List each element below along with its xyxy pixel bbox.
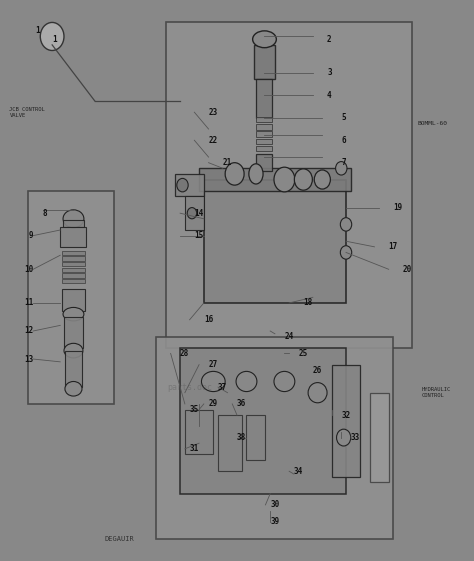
Ellipse shape	[64, 343, 83, 358]
Text: 6: 6	[341, 136, 346, 145]
Bar	[180, 348, 346, 494]
Bar	[62, 262, 85, 266]
Text: 31: 31	[190, 444, 199, 453]
Ellipse shape	[274, 167, 295, 192]
Text: 19: 19	[393, 203, 403, 212]
Text: HYDRAULIC
CONTROL: HYDRAULIC CONTROL	[422, 387, 451, 398]
Text: 30: 30	[270, 500, 280, 509]
Text: 17: 17	[389, 242, 398, 251]
Text: 23: 23	[209, 108, 218, 117]
Bar	[62, 256, 85, 261]
Text: 32: 32	[341, 411, 351, 420]
Text: 35: 35	[190, 405, 199, 414]
Ellipse shape	[340, 246, 352, 259]
Ellipse shape	[336, 162, 347, 175]
Ellipse shape	[337, 429, 351, 446]
Ellipse shape	[177, 178, 188, 192]
Ellipse shape	[63, 210, 84, 228]
Text: 5: 5	[341, 113, 346, 122]
Bar	[166, 22, 412, 348]
Text: 9: 9	[28, 231, 33, 240]
Bar	[62, 273, 85, 278]
Ellipse shape	[225, 163, 244, 185]
Text: 8: 8	[43, 209, 47, 218]
Bar	[256, 79, 272, 118]
Text: 18: 18	[303, 298, 313, 307]
Bar	[254, 45, 275, 79]
Bar	[28, 191, 114, 404]
Bar	[62, 289, 85, 311]
Text: 12: 12	[24, 327, 33, 335]
Text: parts.doc: parts.doc	[167, 383, 212, 392]
Ellipse shape	[274, 371, 295, 392]
Bar	[246, 415, 265, 460]
Ellipse shape	[63, 307, 84, 321]
Text: 21: 21	[223, 158, 232, 167]
Text: 13: 13	[24, 355, 33, 364]
Text: 7: 7	[341, 158, 346, 167]
Bar	[256, 124, 272, 130]
Ellipse shape	[294, 169, 312, 190]
Ellipse shape	[308, 383, 327, 403]
Bar	[62, 268, 85, 272]
Text: 25: 25	[299, 349, 308, 358]
Bar	[156, 337, 393, 539]
Ellipse shape	[253, 31, 276, 48]
Text: 24: 24	[284, 332, 294, 341]
Text: 28: 28	[180, 349, 190, 358]
Text: 38: 38	[237, 433, 246, 442]
Ellipse shape	[187, 208, 197, 219]
Bar	[175, 174, 204, 196]
Bar	[218, 415, 242, 471]
Bar	[185, 410, 213, 454]
Text: 10: 10	[24, 265, 33, 274]
Text: JCB CONTROL
VALVE: JCB CONTROL VALVE	[9, 107, 45, 118]
Text: 15: 15	[194, 231, 204, 240]
Ellipse shape	[65, 381, 82, 396]
Text: 29: 29	[209, 399, 218, 408]
Text: 4: 4	[327, 91, 332, 100]
Text: 3: 3	[327, 68, 332, 77]
Bar	[64, 317, 83, 348]
Text: 34: 34	[294, 467, 303, 476]
Text: 2: 2	[327, 35, 332, 44]
Text: BOMML-60: BOMML-60	[417, 121, 447, 126]
Bar	[199, 168, 351, 191]
Bar	[256, 146, 272, 151]
Text: 26: 26	[313, 366, 322, 375]
Text: 20: 20	[403, 265, 412, 274]
Bar	[62, 279, 85, 283]
Ellipse shape	[249, 164, 263, 184]
Text: 1: 1	[36, 26, 40, 35]
Bar	[332, 365, 360, 477]
Bar	[185, 196, 204, 230]
Text: 33: 33	[351, 433, 360, 442]
Text: 27: 27	[209, 360, 218, 369]
Bar	[60, 227, 86, 247]
Text: 36: 36	[237, 399, 246, 408]
Bar	[204, 180, 346, 303]
Ellipse shape	[201, 371, 225, 392]
Text: 14: 14	[194, 209, 204, 218]
Text: 1: 1	[52, 35, 57, 44]
Ellipse shape	[340, 218, 352, 231]
Text: 39: 39	[270, 517, 280, 526]
Bar	[370, 393, 389, 482]
Bar	[256, 139, 272, 144]
Text: DEGAUIR: DEGAUIR	[104, 536, 134, 541]
Bar	[65, 351, 82, 387]
Bar	[256, 131, 272, 137]
Bar	[256, 154, 272, 171]
Text: 16: 16	[204, 315, 213, 324]
Text: 11: 11	[24, 298, 33, 307]
Bar	[256, 117, 272, 122]
Bar	[62, 251, 85, 255]
Text: 22: 22	[209, 136, 218, 145]
Text: 37: 37	[218, 383, 228, 392]
Ellipse shape	[40, 22, 64, 50]
Bar	[63, 220, 84, 227]
Ellipse shape	[314, 170, 330, 189]
Ellipse shape	[236, 371, 257, 392]
